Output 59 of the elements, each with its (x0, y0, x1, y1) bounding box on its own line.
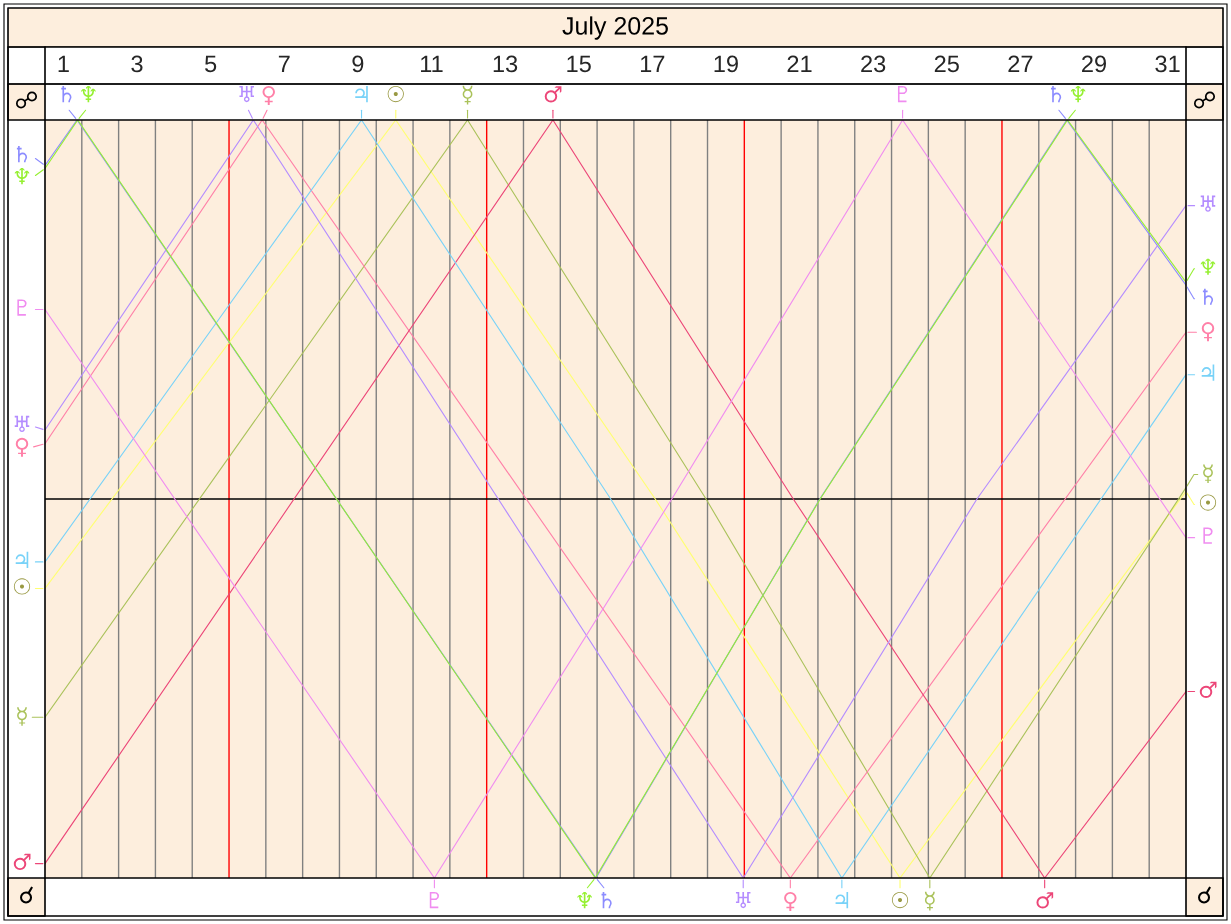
x-tick-label: 7 (278, 55, 290, 73)
x-tick-label: 3 (131, 55, 143, 73)
x-tick-label: 31 (1155, 55, 1180, 73)
text: ☉ (13, 578, 31, 595)
text: ♅ (14, 415, 30, 432)
text: ☌ (20, 886, 33, 904)
text: ☿ (462, 85, 473, 105)
x-tick-label: 29 (1082, 55, 1106, 73)
text: ♃ (835, 891, 849, 909)
legend-label: ♂ (1199, 681, 1217, 698)
text: ♇ (897, 85, 908, 103)
legend-label: ☉ (1199, 494, 1217, 511)
text: ♃ (355, 85, 368, 103)
text: ♄ (1051, 85, 1062, 103)
x-tick-label: 11 (421, 55, 443, 73)
text: ☉ (387, 85, 404, 103)
text: ☿ (17, 707, 27, 726)
text: ♄ (16, 145, 28, 163)
legend-label: ♃ (1201, 364, 1215, 381)
text: ♃ (15, 551, 29, 569)
text: ☍ (1193, 91, 1216, 109)
text: ☿ (924, 891, 935, 911)
x-tick-label: 19 (714, 55, 738, 73)
legend-label: ♀ (1201, 322, 1215, 342)
text: ♀ (15, 437, 29, 457)
text: ♆ (1070, 85, 1086, 103)
x-tick-label: 21 (787, 55, 812, 73)
legend-label: ♄ (1202, 288, 1214, 305)
x-tick-label: 13 (493, 55, 518, 73)
x-tick-label: 17 (640, 55, 665, 73)
x-tick-label: 1 (58, 55, 69, 73)
text: ☉ (891, 891, 909, 909)
text: ☍ (15, 91, 38, 109)
legend-label: ☿ (1203, 464, 1213, 483)
text: ♅ (735, 891, 751, 909)
x-tick-label: 25 (934, 55, 959, 73)
text: ♆ (577, 891, 592, 909)
text: ☌ (1198, 886, 1211, 904)
x-tick-label: 9 (352, 55, 364, 73)
text: ♀ (784, 891, 797, 911)
text: ♂ (1036, 892, 1054, 909)
legend-label: ♅ (1200, 195, 1216, 212)
legend-label: ♇ (1203, 527, 1213, 544)
text: ♆ (14, 167, 30, 185)
x-tick-label: 5 (205, 55, 217, 73)
text: ♂ (13, 853, 31, 871)
text: ♅ (239, 85, 254, 103)
chart-title: July 2025 (562, 16, 668, 40)
text: ♇ (429, 891, 440, 909)
legend-label: ♆ (1200, 258, 1216, 275)
x-tick-label: 27 (1008, 55, 1033, 73)
text: ♂ (544, 86, 562, 103)
text: ♀ (262, 85, 275, 105)
text: ♄ (61, 85, 72, 103)
text: ♆ (81, 85, 96, 103)
text: ♇ (17, 299, 27, 316)
x-tick-label: 23 (861, 55, 886, 73)
text: ♄ (601, 891, 612, 909)
x-tick-label: 15 (567, 55, 591, 73)
